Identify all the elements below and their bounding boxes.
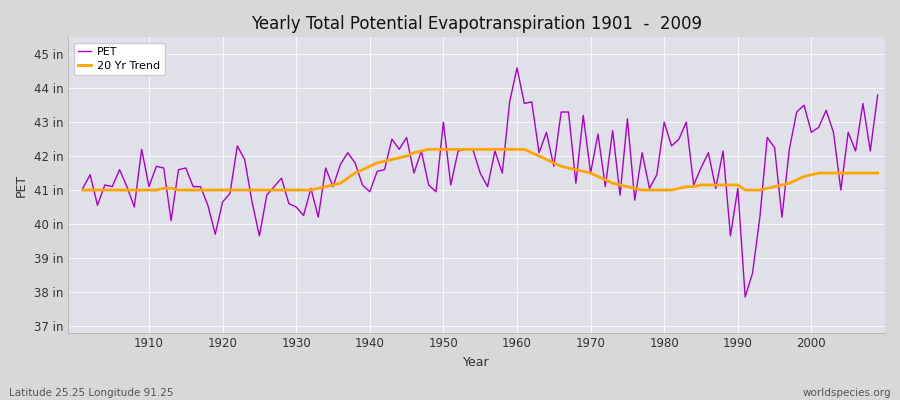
20 Yr Trend <box>872 171 883 176</box>
Text: worldspecies.org: worldspecies.org <box>803 388 891 398</box>
20 Yr Trend <box>423 147 434 152</box>
Legend: PET, 20 Yr Trend: PET, 20 Yr Trend <box>74 43 165 75</box>
20 Yr Trend <box>519 147 530 152</box>
20 Yr Trend <box>608 181 618 186</box>
Y-axis label: PET: PET <box>15 173 28 196</box>
X-axis label: Year: Year <box>464 356 490 369</box>
PET <box>298 213 309 218</box>
PET <box>136 147 147 152</box>
Line: PET: PET <box>83 68 878 297</box>
Line: 20 Yr Trend: 20 Yr Trend <box>83 149 878 190</box>
20 Yr Trend <box>136 188 147 192</box>
20 Yr Trend <box>342 176 353 180</box>
PET <box>608 128 618 133</box>
PET <box>77 186 88 191</box>
PET <box>342 150 353 155</box>
20 Yr Trend <box>298 188 309 192</box>
20 Yr Trend <box>77 188 88 192</box>
PET <box>511 66 522 70</box>
PET <box>504 100 515 104</box>
Text: Latitude 25.25 Longitude 91.25: Latitude 25.25 Longitude 91.25 <box>9 388 174 398</box>
PET <box>740 294 751 299</box>
20 Yr Trend <box>511 147 522 152</box>
Title: Yearly Total Potential Evapotranspiration 1901  -  2009: Yearly Total Potential Evapotranspiratio… <box>251 15 702 33</box>
PET <box>872 93 883 98</box>
PET <box>519 101 530 106</box>
